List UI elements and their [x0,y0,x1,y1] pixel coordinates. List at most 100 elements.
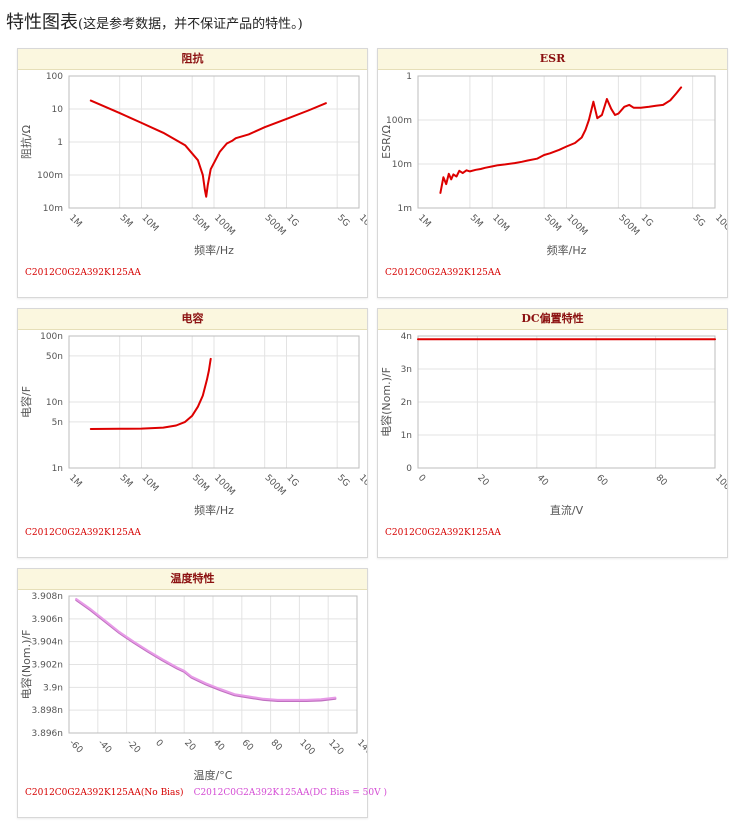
y-tick-label: 3.896n [32,729,63,739]
caption-part-number: C2012C0G2A392K125AA [25,268,141,278]
x-tick-label: 80 [653,473,668,488]
caption-part-number: C2012C0G2A392K125AA [385,528,501,538]
x-tick-label: 1M [67,213,84,230]
x-axis-label: 温度/°C [194,768,233,782]
x-tick-label: 40 [535,473,550,488]
x-tick-label: 1G [284,213,300,229]
chart-title: 阻抗 [18,49,367,70]
x-tick-label: 10G [713,213,727,233]
y-axis-label: 电容(Nom.)/F [379,367,393,437]
y-tick-label: 3.904n [32,638,63,648]
plot-border [68,595,358,734]
x-tick-label: -60 [67,738,85,756]
x-tick-label: 100 [297,738,316,757]
x-tick-label: -20 [124,738,142,756]
chart-title: 温度特性 [18,569,367,590]
page-title-note: (这是参考数据，并不保证产品的特性。) [78,17,303,32]
chart-panel-esr: ESR 1M 5M 10M 50M 100M 500M 1G 5G 10G 1 100m 10m 1m 频… [377,48,728,298]
y-tick-label: 10n [46,398,63,408]
x-tick-label: 1M [416,213,433,230]
y-axis-label: ESR/Ω [380,125,393,159]
x-tick-label: 80 [268,738,283,753]
y-tick-label: 1 [406,72,412,82]
x-tick-label: 5M [118,473,135,490]
plot-border [417,335,716,469]
x-tick-label: 100M [564,213,589,238]
x-tick-label: 20 [182,738,197,753]
y-tick-label: 100m [37,171,63,181]
x-tick-label: -40 [96,738,114,756]
plot-border [68,75,360,209]
y-tick-label: 3n [401,365,412,375]
caption-part-number: C2012C0G2A392K125AA [385,268,501,278]
page-title-text: 特性图表 [6,12,78,33]
x-axis-label: 频率/Hz [194,243,234,257]
x-tick-label: 60 [594,473,609,488]
y-tick-label: 1 [57,138,63,148]
x-tick-label: 50M [190,473,211,494]
x-tick-label: 1G [639,213,655,229]
chart-panel-impedance: 阻抗 1M 5M 10M 50M 100M 500M 1G 5G 10G 100 10 1 100m 10… [17,48,368,298]
y-tick-label: 3.908n [32,592,63,602]
x-tick-label: 20 [475,473,490,488]
x-tick-label: 500M [263,213,288,238]
chart-title: DC偏置特性 [378,309,727,330]
series-line-1 [89,99,327,198]
chart-caption: C2012C0G2A392K125AA [385,268,501,278]
x-tick-label: 60 [240,738,255,753]
y-tick-label: 10m [43,204,63,214]
x-tick-label: 500M [616,213,641,238]
x-tick-label: 100M [212,473,237,498]
x-tick-label: 1M [67,473,84,490]
x-tick-label: 10M [139,213,160,234]
plot-border [68,335,360,469]
dc-bias-chart: 0 20 40 60 80 100 4n 3n 2n 1n 0 直流/V 电容(Nom.)/F [379,332,727,517]
y-tick-label: 2n [401,398,412,408]
x-tick-label: 5M [468,213,485,230]
x-tick-label: 0 [153,738,164,749]
temperature-chart: -60 -40 -20 0 20 40 60 80 100 120 140 3.908n 3.906n 3… [19,592,367,782]
chart-panel-capacitance: 电容 1M 5M 10M 50M 100M 500M 1G 5G 10G 100n 50n 10n 5n… [17,308,368,558]
y-axis-label: 阻抗/Ω [19,125,33,159]
y-tick-label: 3.898n [32,706,63,716]
y-tick-label: 3.902n [32,661,63,671]
chart-panel-dc-bias: DC偏置特性 0 20 40 60 80 100 4n 3n 2n 1n 0 直流/V 电容(Nom.)… [377,308,728,558]
x-tick-label: 5G [691,213,707,229]
y-tick-label: 50n [46,352,63,362]
x-tick-label: 50M [190,213,211,234]
y-tick-label: 10 [52,105,64,115]
plot-border [417,75,716,209]
y-tick-label: 10m [392,160,412,170]
chart-caption: C2012C0G2A392K125AA [25,268,141,278]
x-tick-label: 10G [357,213,367,233]
series-line-1 [439,86,683,194]
y-tick-label: 0 [406,464,412,474]
y-axis-label: 电容(Nom.)/F [19,630,33,700]
x-tick-label: 5G [335,473,351,489]
x-tick-label: 5G [335,213,351,229]
caption-no-bias: C2012C0G2A392K125AA(No Bias) [25,788,184,798]
y-tick-label: 4n [401,332,412,342]
caption-dc-bias: C2012C0G2A392K125AA(DC Bias = 50V ) [193,788,387,798]
y-tick-label: 100 [46,72,63,82]
chart-title: 电容 [18,309,367,330]
caption-part-number: C2012C0G2A392K125AA [25,528,141,538]
x-tick-label: 1G [284,473,300,489]
series-line-1 [89,357,212,430]
y-tick-label: 1n [401,431,412,441]
x-tick-label: 50M [542,213,563,234]
x-tick-label: 40 [211,738,226,753]
y-tick-label: 3.906n [32,615,63,625]
x-tick-label: 100 [713,473,727,492]
x-tick-label: 500M [263,473,288,498]
chart-title: ESR [378,49,727,70]
x-tick-label: 10M [139,473,160,494]
y-tick-label: 100m [386,116,412,126]
x-axis-label: 频率/Hz [194,503,234,517]
chart-caption: C2012C0G2A392K125AA [385,528,501,538]
chart-panel-temperature: 温度特性 -60 -40 -20 0 20 40 60 80 100 120 140 3.908n 3.… [17,568,387,818]
y-tick-label: 1m [398,204,413,214]
x-tick-label: 10M [490,213,511,234]
